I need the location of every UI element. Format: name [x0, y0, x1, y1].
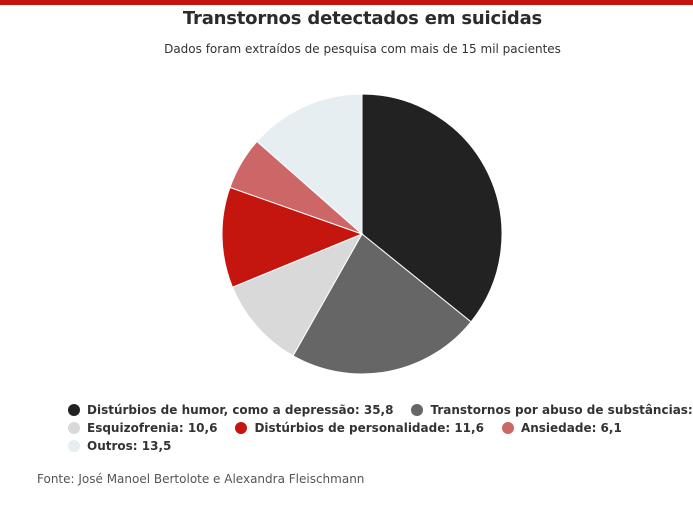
chart-title: Transtornos detectados em suicidas: [182, 8, 543, 29]
legend-label: Transtornos por abuso de substâncias: 22…: [430, 403, 693, 417]
legend-label: Outros: 13,5: [87, 439, 172, 453]
legend-label: Ansiedade: 6,1: [520, 421, 622, 435]
legend-swatch: [68, 404, 80, 416]
legend-row: Distúrbios de humor, como a depressão: 3…: [68, 401, 693, 419]
pie-slice-4: [221, 186, 364, 288]
legend-item: Transtornos por abuso de substâncias: 22…: [411, 403, 693, 417]
legend-swatch: [68, 440, 80, 452]
legend-row: Esquizofrenia: 10,6 Distúrbios de persona…: [68, 419, 678, 437]
legend-label: Esquizofrenia: 10,6: [87, 421, 218, 435]
pie-slice-2: [292, 233, 472, 375]
top-accent-bar: [0, 0, 693, 5]
legend-item: Esquizofrenia: 10,6: [68, 421, 217, 435]
pie-slice-3: [231, 232, 364, 357]
legend-swatch: [68, 422, 80, 434]
source-note: Fonte: José Manoel Bertolote e Alexandra…: [37, 472, 365, 486]
pie-chart: [221, 93, 503, 375]
legend-swatch: [411, 404, 424, 416]
legend-row: Outros: 13,5: [68, 437, 678, 455]
legend-label: Distúrbios de humor, como a depressão: 3…: [87, 403, 394, 417]
legend-swatch: [501, 422, 514, 434]
legend-swatch: [235, 422, 248, 434]
legend-label: Distúrbios de personalidade: 11,6: [254, 421, 484, 435]
legend-item: Distúrbios de humor, como a depressão: 3…: [68, 403, 393, 417]
chart-subtitle: Dados foram extraídos de pesquisa com ma…: [164, 42, 561, 56]
legend-item: Ansiedade: 6,1: [501, 421, 622, 435]
legend-item: Outros: 13,5: [68, 439, 171, 453]
pie-slice-6: [256, 93, 363, 236]
chart-legend: Distúrbios de humor, como a depressão: 3…: [68, 401, 693, 455]
legend-item: Distúrbios de personalidade: 11,6: [235, 421, 484, 435]
pie-slice-1: [361, 93, 503, 323]
